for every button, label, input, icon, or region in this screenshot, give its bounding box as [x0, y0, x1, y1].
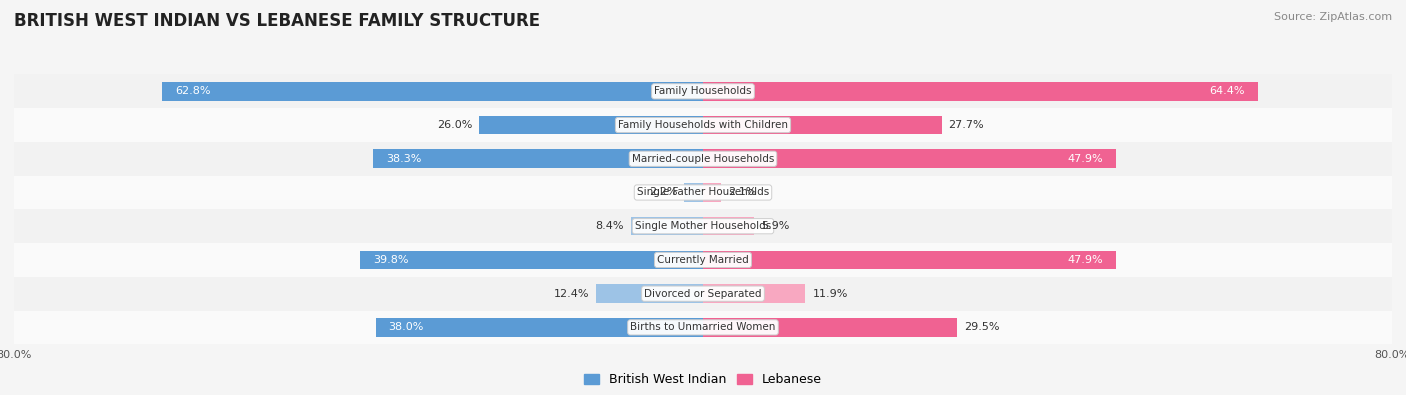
Text: 2.2%: 2.2%	[648, 188, 678, 198]
Text: Source: ZipAtlas.com: Source: ZipAtlas.com	[1274, 12, 1392, 22]
Text: Married-couple Households: Married-couple Households	[631, 154, 775, 164]
Bar	[703, 82, 1257, 101]
Bar	[14, 176, 1392, 209]
Text: 47.9%: 47.9%	[1067, 255, 1102, 265]
Text: 8.4%: 8.4%	[595, 221, 624, 231]
Text: 39.8%: 39.8%	[373, 255, 409, 265]
Bar	[14, 209, 1392, 243]
Bar	[703, 116, 942, 134]
Text: 26.0%: 26.0%	[437, 120, 472, 130]
Bar	[14, 310, 1392, 344]
Bar	[14, 142, 1392, 176]
Text: Family Households with Children: Family Households with Children	[619, 120, 787, 130]
Text: 5.9%: 5.9%	[761, 221, 789, 231]
Bar	[373, 149, 703, 168]
Text: Single Father Households: Single Father Households	[637, 188, 769, 198]
Bar	[685, 183, 703, 202]
Legend: British West Indian, Lebanese: British West Indian, Lebanese	[579, 368, 827, 391]
Text: Single Mother Households: Single Mother Households	[636, 221, 770, 231]
Text: Divorced or Separated: Divorced or Separated	[644, 289, 762, 299]
Bar	[703, 217, 754, 235]
Text: Births to Unmarried Women: Births to Unmarried Women	[630, 322, 776, 332]
Text: BRITISH WEST INDIAN VS LEBANESE FAMILY STRUCTURE: BRITISH WEST INDIAN VS LEBANESE FAMILY S…	[14, 12, 540, 30]
Text: 11.9%: 11.9%	[813, 289, 848, 299]
Text: 47.9%: 47.9%	[1067, 154, 1102, 164]
Bar	[703, 251, 1115, 269]
Text: 12.4%: 12.4%	[554, 289, 589, 299]
Bar	[479, 116, 703, 134]
Bar	[703, 284, 806, 303]
Text: 27.7%: 27.7%	[949, 120, 984, 130]
Text: 2.1%: 2.1%	[728, 188, 756, 198]
Bar	[14, 243, 1392, 277]
Bar	[703, 183, 721, 202]
Bar	[703, 318, 957, 337]
Bar	[360, 251, 703, 269]
Bar	[703, 149, 1115, 168]
Bar	[375, 318, 703, 337]
Bar	[14, 277, 1392, 310]
Text: Family Households: Family Households	[654, 87, 752, 96]
Text: 38.0%: 38.0%	[388, 322, 425, 332]
Bar	[631, 217, 703, 235]
Bar	[14, 108, 1392, 142]
Bar	[14, 75, 1392, 108]
Text: Currently Married: Currently Married	[657, 255, 749, 265]
Text: 64.4%: 64.4%	[1209, 87, 1244, 96]
Bar	[596, 284, 703, 303]
Bar	[162, 82, 703, 101]
Text: 38.3%: 38.3%	[387, 154, 422, 164]
Text: 29.5%: 29.5%	[965, 322, 1000, 332]
Text: 62.8%: 62.8%	[176, 87, 211, 96]
